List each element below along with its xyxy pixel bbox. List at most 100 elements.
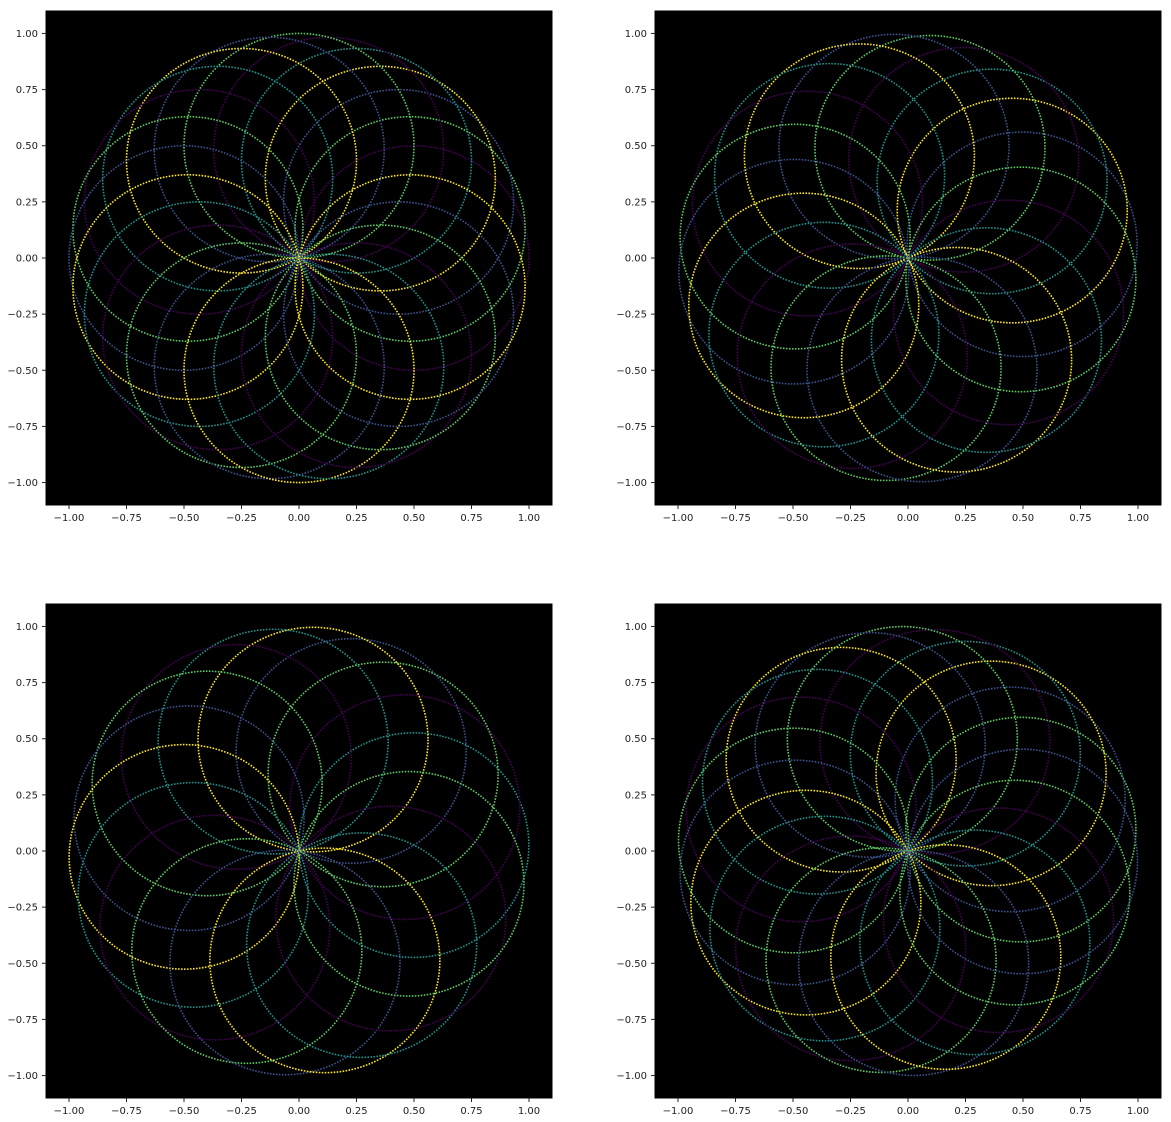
chart-panel-2: −1.00 −0.75 −0.50 −0.25 0.00 0.25 0.50 0.75 1.00… <box>616 10 1162 524</box>
data-circle <box>840 246 1073 473</box>
data-circle <box>68 743 300 970</box>
x-tick-label: 0.50 <box>1012 1106 1034 1117</box>
data-circle <box>814 34 1046 261</box>
data-circle <box>882 807 1115 1034</box>
x-tick-label: −0.50 <box>778 1106 809 1117</box>
data-circle <box>212 253 445 480</box>
x-tick-label: −0.25 <box>226 513 257 524</box>
y-tick-label: −0.25 <box>7 903 38 914</box>
data-circle <box>293 770 525 997</box>
data-circle <box>294 173 526 401</box>
data-circle <box>298 144 530 372</box>
data-circle <box>235 637 468 865</box>
x-tick-label: −0.75 <box>111 513 142 524</box>
x-tick-label: 1.00 <box>1127 513 1149 524</box>
y-tick-label: 0.00 <box>16 254 38 265</box>
data-circle <box>701 668 934 895</box>
data-circle <box>298 732 530 959</box>
y-tick-label: 0.50 <box>625 141 647 152</box>
y-tick-label: 0.25 <box>16 197 38 208</box>
data-circle <box>905 166 1137 393</box>
data-circle <box>687 192 920 419</box>
data-circle <box>282 201 515 428</box>
data-circle <box>130 837 363 1065</box>
data-circle <box>294 115 526 343</box>
data-circle <box>765 847 997 1074</box>
y-tick-label: 1.00 <box>625 622 647 633</box>
data-circle <box>679 759 911 986</box>
data-circle <box>754 631 987 859</box>
data-circle <box>169 849 401 1076</box>
y-tick-label: −1.00 <box>616 478 647 489</box>
data-circle <box>906 131 1138 358</box>
y-tick-label: −0.50 <box>7 366 38 377</box>
x-tick-label: −1.00 <box>54 513 85 524</box>
x-tick-label: 0.25 <box>345 1106 367 1117</box>
x-tick-label: −0.50 <box>169 513 200 524</box>
x-tick-label: −0.75 <box>720 513 751 524</box>
data-circle <box>906 748 1139 975</box>
y-tick-label: 0.00 <box>625 847 647 858</box>
data-circle <box>819 628 1051 855</box>
y-tick-label: −1.00 <box>7 478 38 489</box>
y-tick-label: −0.25 <box>616 903 647 914</box>
circle-rosette <box>68 32 530 484</box>
y-tick-label: 0.00 <box>625 254 647 265</box>
data-circle <box>905 716 1137 943</box>
x-tick-label: 1.00 <box>518 513 540 524</box>
x-tick-label: −1.00 <box>54 1106 85 1117</box>
y-tick-label: −1.00 <box>616 1071 647 1082</box>
y-tick-label: 1.00 <box>625 29 647 40</box>
data-circle <box>73 705 305 932</box>
data-circle <box>197 626 429 853</box>
y-tick-label: −0.75 <box>616 1015 647 1026</box>
x-tick-label: 0.50 <box>403 1106 425 1117</box>
data-circle <box>678 158 910 385</box>
x-tick-label: −0.25 <box>835 513 866 524</box>
data-circle <box>849 640 1082 867</box>
data-circle <box>289 694 521 921</box>
circle-rosette <box>678 33 1138 483</box>
data-circle <box>734 835 967 1062</box>
data-circle <box>847 46 1080 273</box>
x-tick-label: 0.00 <box>897 513 919 524</box>
data-circle <box>120 643 353 870</box>
data-circle <box>77 781 309 1008</box>
y-tick-label: −0.75 <box>7 422 38 433</box>
data-circle <box>72 115 304 343</box>
data-circle <box>275 805 507 1032</box>
data-circle <box>91 670 323 897</box>
x-tick-label: −0.25 <box>226 1106 257 1117</box>
chart-panel-4: −1.00 −0.75 −0.50 −0.25 0.00 0.25 0.50 0.75 1.00… <box>616 603 1162 1117</box>
data-circle <box>896 97 1129 324</box>
x-tick-label: 1.00 <box>1127 1106 1149 1117</box>
x-tick-label: 0.50 <box>1012 513 1034 524</box>
x-tick-label: −0.50 <box>169 1106 200 1117</box>
x-tick-label: −0.75 <box>720 1106 751 1117</box>
y-tick-label: −0.25 <box>616 310 647 321</box>
x-tick-label: 0.75 <box>460 1106 482 1117</box>
data-circle <box>797 850 1030 1077</box>
data-circle <box>713 62 946 289</box>
x-tick-label: 0.25 <box>954 513 976 524</box>
y-tick-label: −0.50 <box>616 366 647 377</box>
y-tick-label: 0.75 <box>625 85 647 96</box>
y-tick-label: 0.00 <box>16 847 38 858</box>
y-tick-label: −0.75 <box>7 1015 38 1026</box>
data-circle <box>778 33 1010 260</box>
data-circle <box>806 256 1038 483</box>
x-tick-label: 0.00 <box>288 513 310 524</box>
y-tick-label: −0.50 <box>7 959 38 970</box>
y-tick-label: −1.00 <box>7 1071 38 1082</box>
x-tick-label: 0.25 <box>954 1106 976 1117</box>
y-tick-label: 0.50 <box>16 734 38 745</box>
y-tick-label: 0.50 <box>625 734 647 745</box>
y-tick-label: −0.25 <box>7 310 38 321</box>
y-tick-label: 0.75 <box>16 85 38 96</box>
x-tick-label: 0.75 <box>1069 1106 1091 1117</box>
y-tick-label: 0.25 <box>625 197 647 208</box>
x-tick-label: −0.25 <box>835 1106 866 1117</box>
data-circle <box>709 815 941 1042</box>
data-circle <box>245 832 478 1059</box>
y-tick-label: 0.25 <box>16 790 38 801</box>
